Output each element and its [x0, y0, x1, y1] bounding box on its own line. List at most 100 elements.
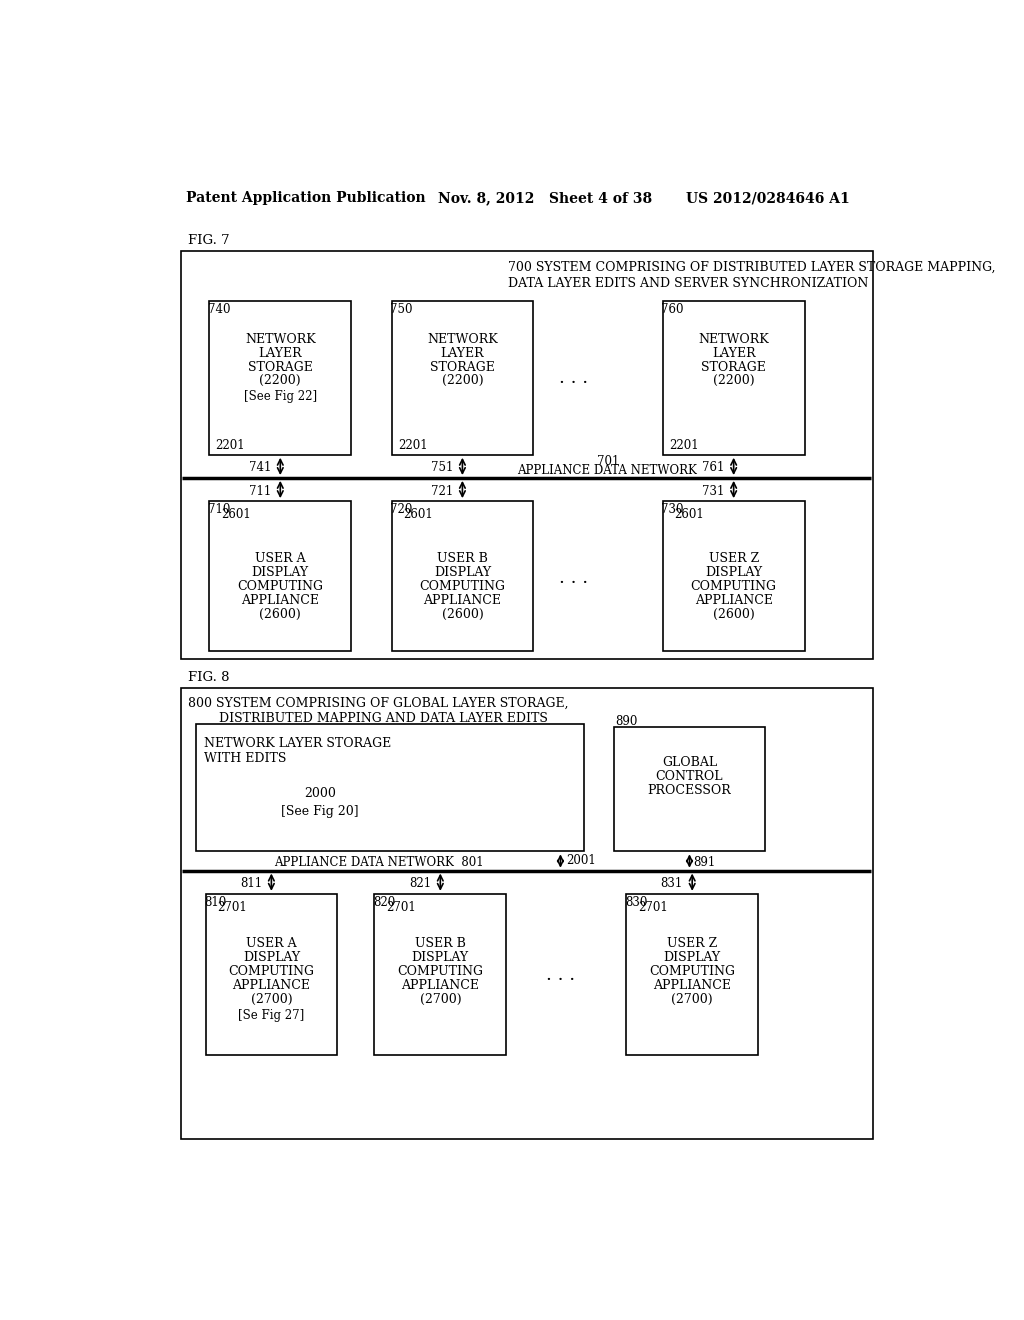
- Text: 2001: 2001: [566, 854, 596, 867]
- Text: LAYER: LAYER: [440, 347, 484, 360]
- Text: . . .: . . .: [559, 368, 588, 387]
- Text: 740: 740: [208, 304, 230, 317]
- Bar: [209, 502, 351, 651]
- Text: USER A: USER A: [246, 937, 297, 950]
- Text: 2201: 2201: [669, 440, 698, 453]
- Text: 800 SYSTEM COMPRISING OF GLOBAL LAYER STORAGE,: 800 SYSTEM COMPRISING OF GLOBAL LAYER ST…: [188, 697, 569, 710]
- Text: 891: 891: [693, 857, 716, 870]
- Bar: [627, 894, 758, 1056]
- Text: APPLIANCE: APPLIANCE: [423, 594, 502, 607]
- Text: 2701: 2701: [638, 902, 668, 915]
- Text: (2200): (2200): [713, 375, 755, 388]
- Text: FIG. 8: FIG. 8: [188, 671, 230, 684]
- Text: APPLIANCE: APPLIANCE: [653, 979, 731, 991]
- Text: DISPLAY: DISPLAY: [706, 566, 762, 579]
- Text: (2700): (2700): [420, 993, 461, 1006]
- Bar: [663, 502, 805, 651]
- Text: DISPLAY: DISPLAY: [412, 952, 469, 964]
- Text: APPLIANCE: APPLIANCE: [694, 594, 773, 607]
- Text: 731: 731: [702, 484, 724, 498]
- Text: 2701: 2701: [386, 902, 416, 915]
- Text: (2200): (2200): [259, 375, 301, 388]
- Text: 890: 890: [615, 715, 638, 729]
- Text: APPLIANCE DATA NETWORK  801: APPLIANCE DATA NETWORK 801: [273, 857, 483, 870]
- Text: NETWORK LAYER STORAGE: NETWORK LAYER STORAGE: [204, 737, 391, 750]
- Text: (2600): (2600): [713, 607, 755, 620]
- Text: 2601: 2601: [675, 508, 705, 521]
- Text: [Se Fig 27]: [Se Fig 27]: [239, 1008, 304, 1022]
- Text: Nov. 8, 2012   Sheet 4 of 38: Nov. 8, 2012 Sheet 4 of 38: [438, 191, 652, 206]
- Text: 830: 830: [625, 896, 647, 909]
- Text: USER A: USER A: [255, 552, 305, 565]
- Text: APPLIANCE: APPLIANCE: [242, 594, 319, 607]
- Text: 761: 761: [702, 462, 724, 474]
- Text: APPLIANCE: APPLIANCE: [232, 979, 310, 991]
- Text: 2201: 2201: [397, 440, 427, 453]
- Text: 2601: 2601: [221, 508, 251, 521]
- Bar: [180, 688, 872, 1139]
- Text: COMPUTING: COMPUTING: [420, 579, 506, 593]
- Text: COMPUTING: COMPUTING: [228, 965, 314, 978]
- Text: NETWORK: NETWORK: [427, 333, 498, 346]
- Text: DISPLAY: DISPLAY: [243, 952, 300, 964]
- Text: GLOBAL: GLOBAL: [662, 756, 717, 770]
- Text: (2600): (2600): [259, 607, 301, 620]
- Text: 821: 821: [409, 878, 431, 890]
- Bar: [197, 725, 584, 851]
- Text: LAYER: LAYER: [712, 347, 756, 360]
- Text: STORAGE: STORAGE: [701, 360, 766, 374]
- Text: DISPLAY: DISPLAY: [434, 566, 490, 579]
- Text: (2200): (2200): [441, 375, 483, 388]
- Text: 730: 730: [662, 503, 684, 516]
- Text: DISPLAY: DISPLAY: [664, 952, 721, 964]
- Text: 760: 760: [662, 304, 684, 317]
- Text: 2701: 2701: [217, 902, 247, 915]
- Text: 720: 720: [390, 503, 413, 516]
- Text: DISTRIBUTED MAPPING AND DATA LAYER EDITS: DISTRIBUTED MAPPING AND DATA LAYER EDITS: [219, 713, 548, 726]
- Text: 811: 811: [240, 878, 262, 890]
- Text: 751: 751: [431, 462, 453, 474]
- Text: NETWORK: NETWORK: [245, 333, 315, 346]
- Bar: [391, 301, 534, 455]
- Text: APPLIANCE DATA NETWORK: APPLIANCE DATA NETWORK: [517, 463, 697, 477]
- Text: STORAGE: STORAGE: [248, 360, 312, 374]
- Text: DISPLAY: DISPLAY: [252, 566, 309, 579]
- Text: 831: 831: [660, 878, 683, 890]
- Text: COMPUTING: COMPUTING: [690, 579, 776, 593]
- Bar: [209, 301, 351, 455]
- Text: 810: 810: [204, 896, 226, 909]
- Bar: [180, 251, 872, 659]
- Text: USER Z: USER Z: [667, 937, 718, 950]
- Bar: [663, 301, 805, 455]
- Text: USER Z: USER Z: [709, 552, 759, 565]
- Text: Patent Application Publication: Patent Application Publication: [186, 191, 426, 206]
- Text: USER B: USER B: [437, 552, 487, 565]
- Text: FIG. 7: FIG. 7: [188, 234, 230, 247]
- Text: 2201: 2201: [216, 440, 245, 453]
- Text: (2700): (2700): [251, 993, 292, 1006]
- Text: 710: 710: [208, 503, 230, 516]
- Text: CONTROL: CONTROL: [655, 770, 723, 783]
- Text: (2600): (2600): [441, 607, 483, 620]
- Text: 721: 721: [431, 484, 453, 498]
- Bar: [614, 726, 765, 851]
- Text: 2000: 2000: [304, 787, 336, 800]
- Text: 711: 711: [249, 484, 271, 498]
- Text: 700 SYSTEM COMPRISING OF DISTRIBUTED LAYER STORAGE MAPPING,: 700 SYSTEM COMPRISING OF DISTRIBUTED LAY…: [508, 261, 995, 275]
- Text: 741: 741: [249, 462, 271, 474]
- Text: COMPUTING: COMPUTING: [649, 965, 735, 978]
- Text: LAYER: LAYER: [258, 347, 302, 360]
- Bar: [391, 502, 534, 651]
- Text: COMPUTING: COMPUTING: [238, 579, 324, 593]
- Text: WITH EDITS: WITH EDITS: [204, 752, 287, 766]
- Text: . . .: . . .: [546, 966, 575, 983]
- Text: DATA LAYER EDITS AND SERVER SYNCHRONIZATION: DATA LAYER EDITS AND SERVER SYNCHRONIZAT…: [508, 277, 868, 289]
- Text: US 2012/0284646 A1: US 2012/0284646 A1: [686, 191, 850, 206]
- Text: 2601: 2601: [403, 508, 433, 521]
- Text: . . .: . . .: [559, 569, 588, 587]
- Text: 701: 701: [597, 454, 620, 467]
- Text: COMPUTING: COMPUTING: [397, 965, 483, 978]
- Text: STORAGE: STORAGE: [430, 360, 495, 374]
- Text: APPLIANCE: APPLIANCE: [401, 979, 479, 991]
- Text: [See Fig 20]: [See Fig 20]: [282, 805, 359, 818]
